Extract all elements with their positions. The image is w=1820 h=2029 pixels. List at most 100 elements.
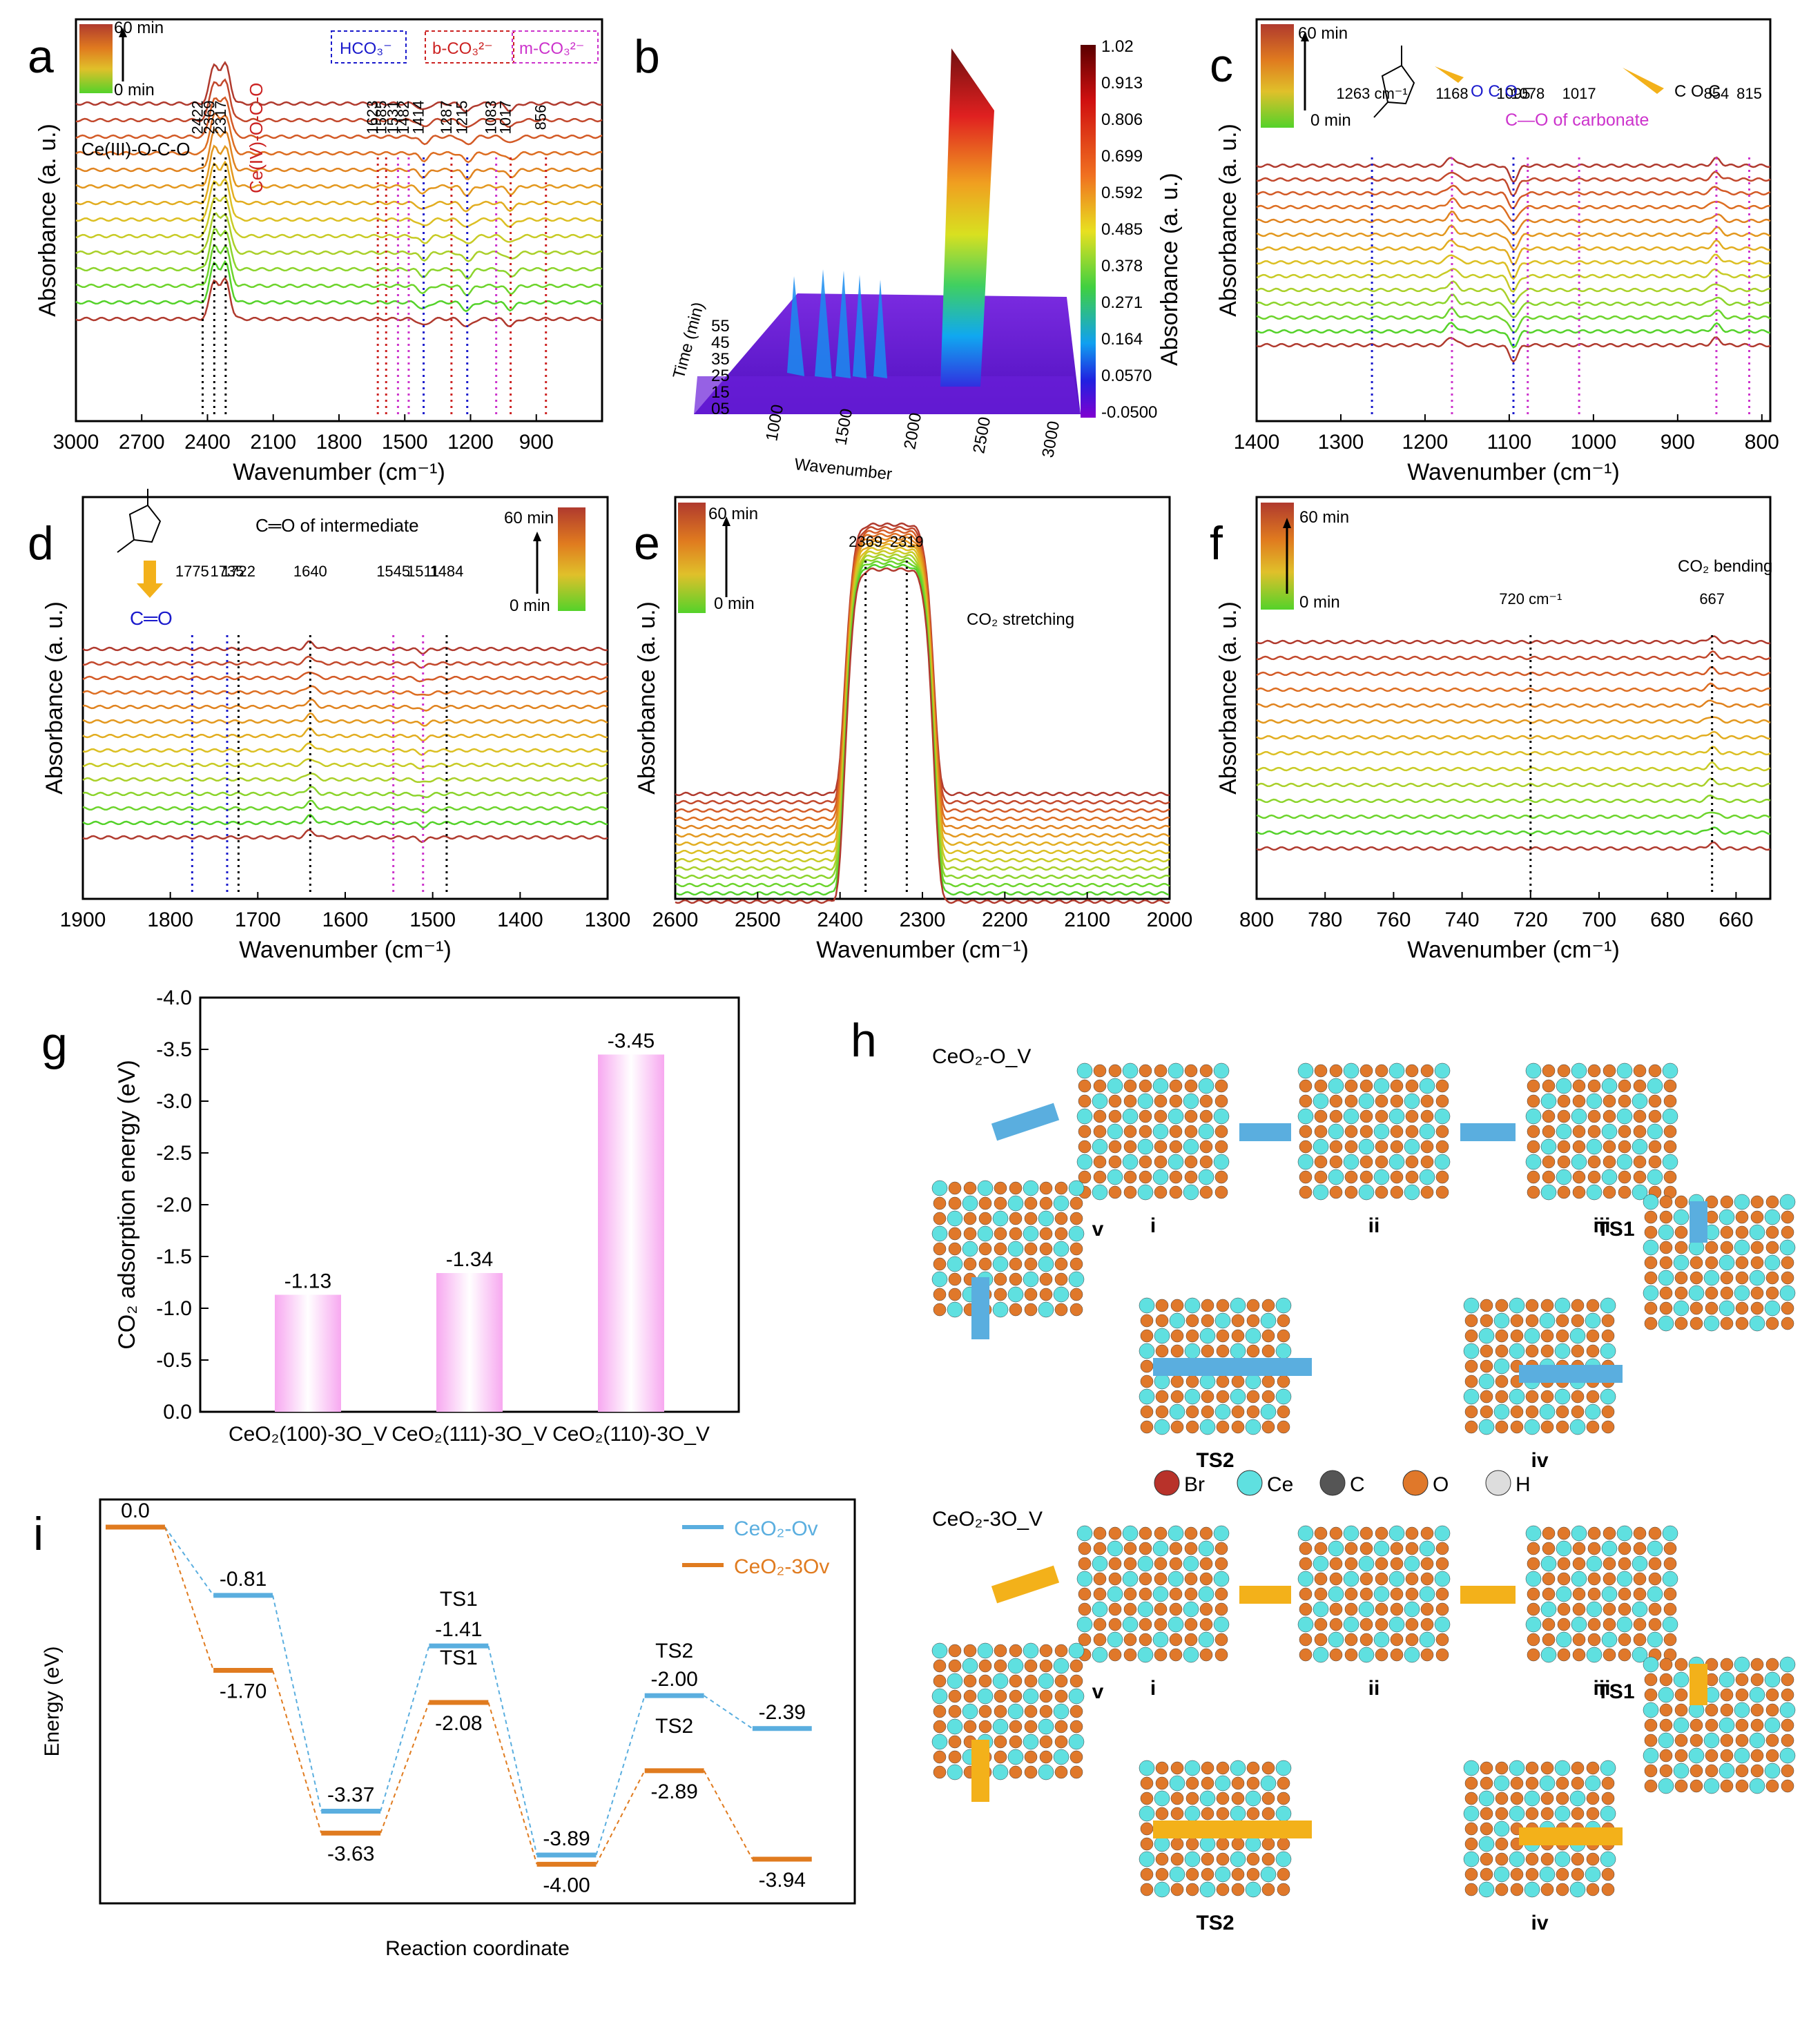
catalyst-slab — [1643, 1194, 1796, 1332]
x-tick-label: 1200 — [447, 431, 494, 454]
peak-label: 2369 — [849, 533, 882, 550]
colorbar-d-bottom: 0 min — [510, 596, 550, 615]
peak-label: 1263 cm⁻¹ — [1336, 85, 1407, 102]
legend-bco3-label: b-CO₃²⁻ — [432, 39, 493, 58]
spectrum-line — [1256, 267, 1771, 293]
legend-atom-label: O — [1433, 1473, 1449, 1496]
c-o-c-o: O C O — [1471, 82, 1518, 101]
peak-label: 2317 — [212, 101, 229, 135]
spectrum-line — [75, 96, 603, 146]
b-time-tick-label: 55 — [711, 317, 730, 336]
panel-label-i: i — [33, 1508, 43, 1560]
cycle-state-label: TS1 — [1596, 1680, 1634, 1703]
y-tick-label: -2.0 — [156, 1194, 192, 1216]
x-tick-label: 780 — [1308, 909, 1342, 931]
energy-label: -2.08 — [435, 1712, 482, 1735]
panel-b-surface: Time (min) 1000 1500 2000 2500 3000 05152535… — [670, 37, 1183, 484]
spectrum-line — [75, 244, 603, 296]
spectrum-line — [1256, 730, 1771, 740]
spectrum-line — [75, 212, 603, 262]
cycle-state-label: iv — [1531, 1449, 1548, 1472]
connector — [380, 1702, 430, 1834]
x-tick-label: 760 — [1376, 909, 1411, 931]
peak-label: 1545 — [376, 563, 410, 580]
spectrum-line — [82, 786, 608, 799]
colorbar-f: 60 min 0 min — [1261, 503, 1349, 612]
co2-bending-label: CO₂ bending — [1678, 557, 1772, 576]
energy-label: -3.63 — [327, 1843, 374, 1865]
x-tick-label: 700 — [1582, 909, 1616, 931]
x-tick-label: 3000 — [53, 431, 99, 454]
b-colorbar-tick-label: -0.0500 — [1101, 403, 1157, 422]
y-tick-label: -1.5 — [156, 1245, 192, 1268]
panel-label-e: e — [634, 517, 660, 570]
colorbar-c-bottom: 0 min — [1310, 111, 1351, 130]
y-axis-label: Absorbance (a. u.) — [634, 601, 660, 795]
peak-label: 2319 — [890, 533, 924, 550]
spectrum-line — [75, 276, 603, 328]
b-colorbar-tick-label: 0.271 — [1101, 293, 1143, 312]
peak-label: 667 — [1699, 590, 1725, 608]
cycle-state-label: iv — [1531, 1912, 1548, 1934]
spectrum-line — [1256, 211, 1771, 236]
x-tick-label: 2000 — [1147, 909, 1193, 931]
state-label: TS1 — [440, 1647, 478, 1669]
catalyst-slab — [1643, 1656, 1796, 1794]
peak-label: 1095 — [1497, 85, 1531, 102]
peak-label: 854 — [1704, 85, 1730, 102]
b-colorbar-tick-label: 0.699 — [1101, 147, 1143, 166]
connector — [380, 1645, 430, 1812]
x-tick-label: 1000 — [1570, 431, 1616, 454]
x-tick-label: 1300 — [585, 909, 631, 931]
spectrum-line — [75, 260, 603, 313]
legend-atom-label: H — [1516, 1473, 1531, 1496]
x-tick-label: 2400 — [184, 431, 231, 454]
panel-label-a: a — [28, 30, 54, 83]
peak-label: 815 — [1736, 85, 1762, 102]
cycle-state-label: i — [1150, 1677, 1156, 1700]
b-time-tick-label: 35 — [711, 350, 730, 369]
colorbar-e: 60 min 0 min — [678, 503, 758, 613]
panel-label-h: h — [851, 1014, 877, 1067]
peak-label: 1017 — [497, 101, 514, 135]
spectrum-line — [1256, 716, 1771, 724]
x-tick-label: 2500 — [735, 909, 781, 931]
panel-g-bars: 0.0 -0.5 -1.0 -1.5 -2.0 -2.5 -3.0 -3.5 -4.0 -1.13… — [114, 987, 710, 1446]
surface-time-axis: Time (min) — [670, 300, 708, 381]
spectrum-line — [82, 699, 608, 712]
spectrum-line — [1256, 336, 1771, 363]
y-axis-label: Absorbance (a. u.) — [1215, 601, 1241, 795]
arrow-c-2 — [1623, 68, 1664, 94]
spectrum-line — [1256, 156, 1771, 184]
peak-label: 1735 — [211, 563, 244, 580]
panel-c-scheme: O C O C O C C—O of carbonate — [1373, 46, 1721, 130]
bar — [436, 1273, 503, 1412]
cycle-title: CeO₂-O_V — [932, 1045, 1031, 1068]
peak-label: 1511 — [407, 563, 439, 580]
peak-label: 1414 — [410, 101, 427, 135]
panel-e-plot: 2369 2319 2600 2500 2400 2300 2200 2100 2000 Wave… — [634, 522, 1193, 963]
x-tick-label: 660 — [1719, 909, 1753, 931]
legend-mco3-label: m-CO₃²⁻ — [519, 39, 584, 58]
spectrum-line — [675, 556, 1170, 880]
catalyst-slab — [1139, 1760, 1292, 1898]
y-tick-label: -4.0 — [156, 987, 192, 1009]
frame-i — [99, 1498, 856, 1905]
x-axis-label: Wavenumber (cm⁻¹) — [233, 459, 445, 485]
y-axis-label: CO₂ adsorption energy (eV) — [114, 1060, 140, 1350]
y-tick-label: 0.0 — [163, 1401, 192, 1424]
b-colorbar-tick-label: 0.0570 — [1101, 367, 1152, 385]
y-tick-label: -0.5 — [156, 1349, 192, 1372]
x-tick-label: 1900 — [60, 909, 106, 931]
cycle-title: CeO₂-3O_V — [932, 1508, 1043, 1531]
bar — [275, 1294, 341, 1412]
colorbar-c: 60 min 0 min — [1261, 24, 1351, 130]
legend-atom-label: Ce — [1267, 1473, 1293, 1496]
b-colorbar-tick-label: 0.164 — [1101, 330, 1143, 349]
b-time-tick-label: 45 — [711, 333, 730, 352]
colorbar-d: 60 min 0 min — [504, 507, 585, 615]
x-tick-label: 800 — [1239, 909, 1274, 931]
spectrum-line — [75, 177, 603, 228]
